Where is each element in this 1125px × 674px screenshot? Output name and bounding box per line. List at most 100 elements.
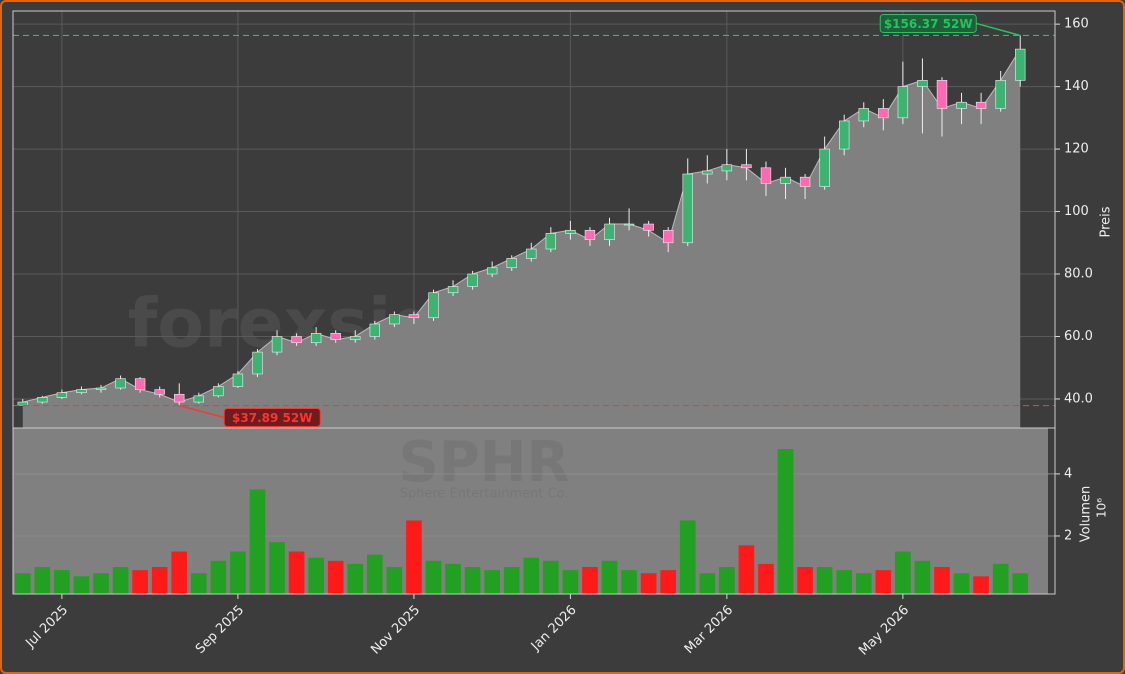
candle-body	[486, 267, 498, 275]
volume-bar	[112, 567, 129, 594]
watermark: SPHR	[398, 430, 569, 495]
candle-body	[526, 248, 537, 259]
x-tick-label: Mar 2026	[682, 603, 736, 657]
candle-body	[291, 336, 302, 344]
candle-body	[662, 229, 674, 244]
candle-body	[56, 392, 68, 398]
candle-body	[350, 336, 361, 340]
volume-bar	[14, 573, 31, 594]
candle-body	[623, 223, 635, 226]
y-axis-label: Preis	[1099, 206, 1114, 237]
volume-bar	[288, 551, 305, 594]
y-tick-label: 2	[1064, 528, 1072, 543]
volume-bar	[308, 557, 324, 594]
annotation-box	[223, 408, 321, 428]
candle-body	[799, 176, 811, 187]
candle-body	[819, 148, 830, 187]
candle-body	[232, 373, 244, 387]
candle-body	[115, 378, 126, 389]
y-tick-label: 40.0	[1064, 391, 1093, 406]
y-tick-label: 60.0	[1064, 329, 1093, 344]
candle-body	[643, 223, 654, 231]
volume-bar	[249, 489, 266, 594]
candle-body	[369, 323, 381, 337]
candle-body	[506, 258, 517, 269]
candle-body	[545, 233, 557, 250]
volume-bar	[523, 557, 540, 594]
volume-bar	[914, 560, 931, 594]
scale-label: 10⁶	[1095, 498, 1109, 518]
volume-bar	[406, 520, 422, 594]
candle-body	[1015, 48, 1026, 81]
volume-bar	[816, 567, 833, 594]
volume-bar	[836, 570, 853, 594]
candle-body	[702, 170, 713, 175]
volume-bar	[738, 545, 755, 594]
volume-bar	[797, 567, 813, 594]
x-tick-label: Jul 2025	[22, 603, 71, 652]
volume-bar	[621, 570, 637, 594]
volume-bar	[484, 570, 500, 594]
volume-bar	[190, 573, 207, 594]
volume-bar	[640, 573, 657, 594]
volume-bar	[425, 560, 442, 594]
y-tick-label: 80.0	[1064, 267, 1093, 282]
candle-body	[271, 336, 283, 353]
candle-body	[721, 164, 733, 172]
x-tick-label: Jan 2026	[528, 603, 580, 655]
candle-body	[584, 229, 596, 240]
candle-body	[604, 223, 615, 240]
volume-bar	[895, 551, 911, 594]
close-line	[22, 48, 1021, 403]
x-tick-label: Sep 2025	[193, 603, 247, 657]
volume-bar	[582, 567, 598, 594]
x-tick-label: Nov 2025	[368, 603, 423, 658]
volume-bar	[171, 551, 188, 594]
volume-bar	[992, 563, 1009, 594]
volume-bar	[719, 567, 735, 594]
volume-bar	[1012, 573, 1029, 594]
candle-body	[252, 351, 263, 375]
volume-bar	[699, 573, 716, 594]
volume-bar	[601, 560, 618, 594]
volume-bar	[973, 576, 989, 594]
candle-body	[154, 389, 165, 395]
candle-body	[975, 101, 987, 109]
candle-body	[858, 108, 869, 122]
volume-bar	[269, 542, 285, 594]
annotation-box	[879, 13, 977, 33]
volume-bar	[464, 567, 481, 594]
y-tick-label: 120	[1064, 142, 1089, 157]
candle-body	[389, 314, 400, 325]
volume-bar	[503, 567, 520, 594]
price-area	[22, 49, 1021, 429]
candle-body	[330, 333, 341, 340]
watermark-subtitle: Sphere Entertainment Co.	[400, 487, 569, 502]
volume-bar	[54, 570, 70, 594]
candle-body	[76, 389, 87, 394]
volume-bar	[93, 573, 109, 594]
candle-body	[956, 101, 967, 109]
volume-bar	[210, 560, 227, 594]
volume-bar	[660, 570, 677, 594]
annotation-arrow	[179, 404, 225, 419]
candle-body	[897, 86, 909, 119]
candle-body	[995, 80, 1006, 109]
candle-body	[174, 393, 185, 403]
x-tick-label: May 2026	[856, 603, 912, 659]
volume-bar	[366, 554, 383, 594]
volume-panel-frame	[12, 427, 1056, 595]
volume-bar	[855, 573, 872, 594]
candle-body	[741, 164, 752, 169]
candle-body	[408, 314, 420, 319]
annotation-label: $37.89 52W	[232, 411, 312, 425]
candle-body	[134, 378, 146, 390]
candle-body	[447, 286, 459, 294]
y-tick-label: 4	[1064, 466, 1072, 481]
y-tick-label: 140	[1064, 79, 1089, 94]
volume-bar	[327, 560, 344, 594]
volume-bar	[543, 560, 559, 594]
annotation-label: $156.37 52W	[884, 17, 973, 31]
